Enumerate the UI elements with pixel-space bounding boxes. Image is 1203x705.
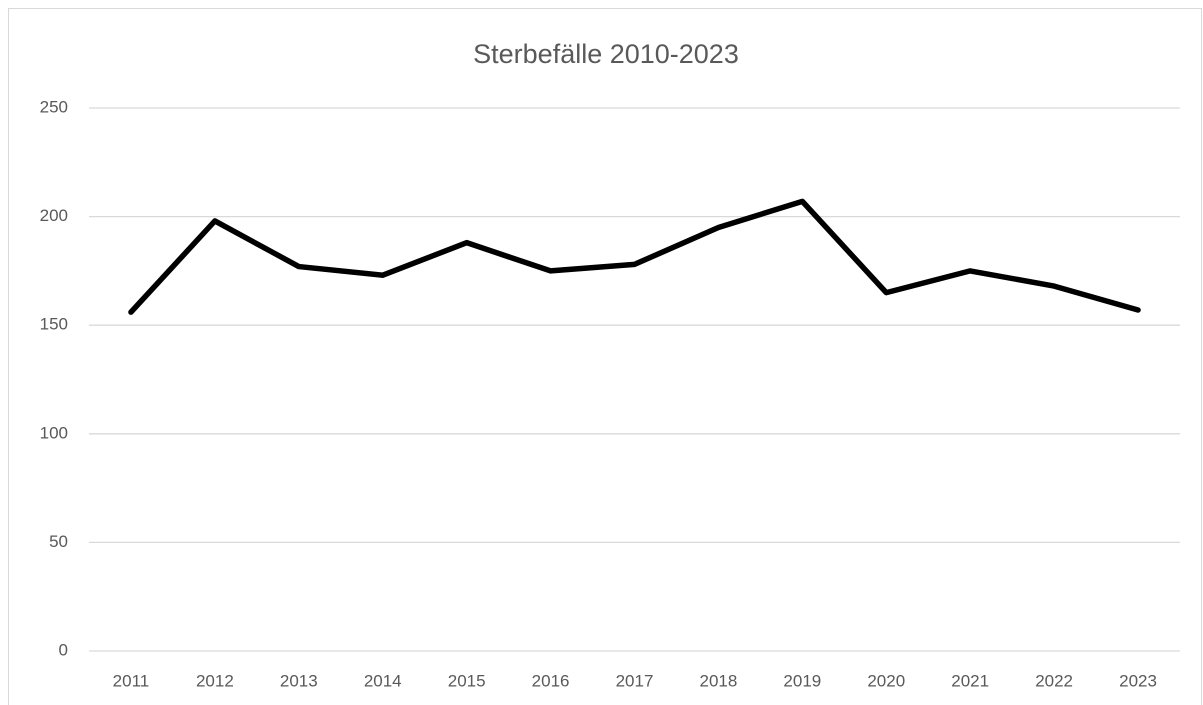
y-tick-label: 150	[40, 315, 68, 334]
data-line	[128, 198, 1141, 315]
x-tick-label: 2016	[532, 671, 570, 690]
x-tick-label: 2013	[280, 671, 318, 690]
y-tick-label: 0	[59, 640, 68, 659]
y-tick-label: 200	[40, 206, 68, 225]
x-tick-label: 2020	[867, 671, 905, 690]
x-tick-label: 2019	[783, 671, 821, 690]
x-tick-label: 2015	[448, 671, 486, 690]
x-tick-label: 2021	[951, 671, 989, 690]
x-tick-label: 2018	[700, 671, 738, 690]
chart-border	[8, 8, 1202, 705]
y-tick-label: 50	[49, 532, 68, 551]
x-tick-label: 2012	[196, 671, 234, 690]
x-tick-label: 2022	[1035, 671, 1073, 690]
y-tick-label: 250	[40, 97, 68, 116]
x-tick-label: 2023	[1119, 671, 1157, 690]
y-tick-label: 100	[40, 423, 68, 442]
x-tick-label: 2011	[113, 671, 150, 690]
chart-title: Sterbefälle 2010-2023	[473, 39, 739, 69]
x-tick-label: 2014	[364, 671, 402, 690]
x-tick-label: 2017	[616, 671, 654, 690]
